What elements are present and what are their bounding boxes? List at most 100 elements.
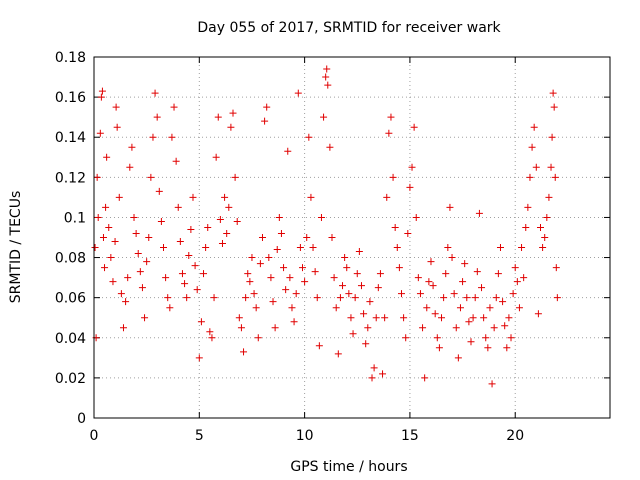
data-point bbox=[250, 290, 258, 298]
data-point bbox=[166, 304, 174, 312]
data-point bbox=[103, 153, 111, 161]
data-point bbox=[334, 350, 342, 358]
data-point bbox=[261, 117, 269, 125]
data-point bbox=[494, 270, 502, 278]
data-point bbox=[427, 258, 435, 266]
y-tick-label: 0.06 bbox=[55, 291, 86, 307]
data-point bbox=[379, 370, 387, 378]
data-point bbox=[534, 310, 542, 318]
data-point bbox=[385, 129, 393, 137]
y-tick-label: 0.04 bbox=[55, 331, 86, 347]
data-point bbox=[176, 238, 184, 246]
data-point bbox=[223, 229, 231, 237]
data-point bbox=[134, 250, 142, 258]
data-point bbox=[362, 340, 370, 348]
data-point bbox=[548, 133, 556, 141]
data-point bbox=[381, 314, 389, 322]
data-point bbox=[195, 354, 203, 362]
data-point bbox=[336, 294, 344, 302]
data-point bbox=[440, 294, 448, 302]
data-point bbox=[393, 244, 401, 252]
data-point bbox=[208, 334, 216, 342]
data-point bbox=[275, 213, 283, 221]
data-point bbox=[170, 103, 178, 111]
data-point bbox=[107, 254, 115, 262]
data-point bbox=[486, 304, 494, 312]
data-point bbox=[191, 262, 199, 270]
data-point bbox=[96, 129, 104, 137]
data-point bbox=[450, 290, 458, 298]
data-point bbox=[545, 193, 553, 201]
data-point bbox=[332, 304, 340, 312]
data-point bbox=[151, 89, 159, 97]
data-point bbox=[366, 298, 374, 306]
data-point bbox=[341, 254, 349, 262]
data-point bbox=[187, 225, 195, 233]
data-point bbox=[370, 364, 378, 372]
data-point bbox=[421, 374, 429, 382]
data-point bbox=[178, 270, 186, 278]
data-point bbox=[339, 282, 347, 290]
data-point bbox=[471, 294, 479, 302]
data-point bbox=[372, 314, 380, 322]
data-point bbox=[374, 284, 382, 292]
data-point bbox=[524, 203, 532, 211]
data-point bbox=[212, 153, 220, 161]
x-tick-label: 15 bbox=[401, 428, 419, 444]
data-point bbox=[397, 290, 405, 298]
data-point bbox=[174, 203, 182, 211]
data-point bbox=[265, 254, 273, 262]
data-point bbox=[164, 294, 172, 302]
data-point bbox=[552, 264, 560, 272]
data-point bbox=[532, 163, 540, 171]
data-point bbox=[547, 163, 555, 171]
data-point bbox=[408, 163, 416, 171]
data-point bbox=[136, 268, 144, 276]
data-point bbox=[147, 173, 155, 181]
data-point bbox=[357, 282, 365, 290]
data-point bbox=[435, 344, 443, 352]
data-point bbox=[126, 163, 134, 171]
data-point bbox=[246, 278, 254, 286]
data-point bbox=[197, 318, 205, 326]
data-point bbox=[160, 244, 168, 252]
data-point bbox=[313, 294, 321, 302]
data-point bbox=[256, 260, 264, 268]
data-point bbox=[360, 310, 368, 318]
data-point bbox=[345, 290, 353, 298]
data-point bbox=[444, 244, 452, 252]
data-point bbox=[290, 318, 298, 326]
data-point bbox=[488, 380, 496, 388]
data-point bbox=[513, 278, 521, 286]
data-point bbox=[419, 324, 427, 332]
data-point bbox=[138, 284, 146, 292]
data-point bbox=[522, 223, 530, 231]
data-point bbox=[101, 264, 109, 272]
data-point bbox=[467, 338, 475, 346]
data-point bbox=[124, 274, 132, 282]
data-point bbox=[549, 89, 557, 97]
data-point bbox=[193, 286, 201, 294]
data-point bbox=[515, 304, 523, 312]
data-point bbox=[221, 193, 229, 201]
data-point bbox=[235, 314, 243, 322]
data-point bbox=[113, 123, 121, 131]
data-point bbox=[501, 322, 509, 330]
data-point bbox=[244, 270, 252, 278]
data-point bbox=[315, 342, 323, 350]
data-point bbox=[463, 294, 471, 302]
data-point bbox=[326, 143, 334, 151]
data-point bbox=[490, 324, 498, 332]
y-tick-label: 0 bbox=[77, 411, 86, 427]
data-point bbox=[433, 334, 441, 342]
data-point bbox=[448, 254, 456, 262]
data-point bbox=[442, 270, 450, 278]
data-point bbox=[347, 314, 355, 322]
data-point bbox=[480, 314, 488, 322]
data-point bbox=[157, 217, 165, 225]
data-point bbox=[541, 234, 549, 241]
data-point bbox=[292, 290, 300, 298]
data-point bbox=[280, 264, 288, 272]
data-point bbox=[294, 89, 302, 97]
